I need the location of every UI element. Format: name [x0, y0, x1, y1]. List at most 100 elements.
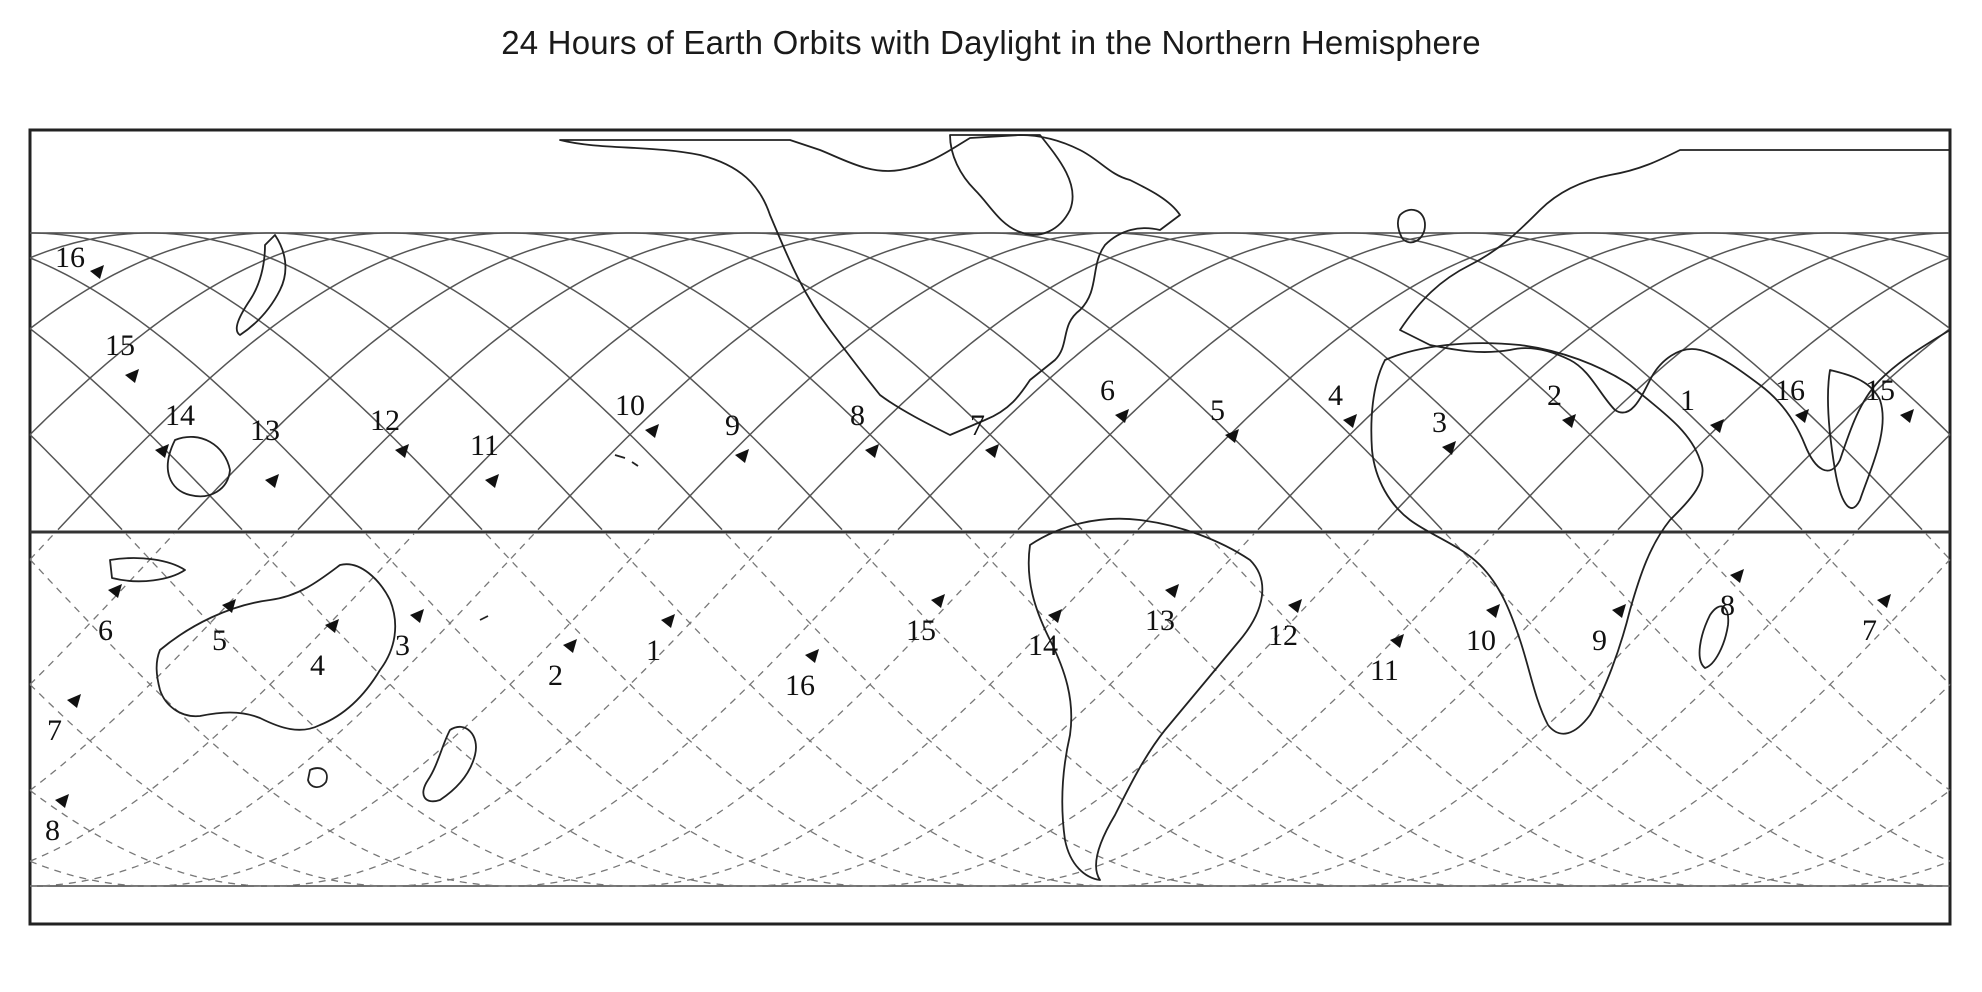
orbit-north-label: 7	[970, 409, 985, 442]
orbit-track-night	[29, 533, 1951, 887]
direction-arrow-icon	[125, 369, 139, 383]
direction-arrow-icon	[865, 444, 879, 458]
orbit-north-label: 16	[1775, 374, 1805, 407]
orbit-track-night	[29, 533, 1951, 887]
direction-arrow-icon	[325, 619, 339, 633]
tasmania-outline	[307, 767, 328, 788]
orbit-south-label: 8	[45, 814, 60, 847]
orbit-north-label: 2	[1547, 379, 1562, 412]
orbit-south-label: 1	[646, 634, 661, 667]
orbit-track-day	[177, 232, 1083, 531]
orbit-south-label: 10	[1466, 624, 1496, 657]
direction-arrow-icon	[1442, 441, 1456, 455]
map-frame	[28, 128, 1952, 926]
orbit-north-label: 12	[370, 404, 400, 437]
orbit-south-label: 8	[1720, 589, 1735, 622]
orbit-south-label: 9	[1592, 624, 1607, 657]
orbit-track-night	[29, 533, 1951, 887]
orbit-north-label: 9	[725, 409, 740, 442]
orbit-labels-south: 6 5 4 3 2 1 16 15 14 13 12 11 10 9 8 7 7 8	[45, 569, 1891, 847]
orbit-track-night	[845, 533, 1855, 887]
orbit-track-day	[417, 232, 1323, 531]
direction-arrow-icon	[1900, 409, 1914, 423]
orbit-track-night	[30, 533, 1950, 887]
direction-arrow-icon	[1390, 634, 1404, 648]
orbit-track-day	[297, 232, 1203, 531]
direction-arrow-icon	[1115, 409, 1129, 423]
orbit-north-label: 11	[470, 429, 499, 462]
direction-arrow-icon	[1562, 414, 1576, 428]
direction-arrow-icon	[155, 444, 169, 458]
direction-arrow-icon	[265, 474, 279, 488]
orbit-track-day	[30, 232, 1950, 531]
orbit-track-day	[57, 232, 963, 531]
direction-arrow-icon	[1225, 429, 1239, 443]
direction-arrow-icon	[563, 639, 577, 653]
map-title: 24 Hours of Earth Orbits with Daylight i…	[501, 24, 1481, 61]
orbit-south-label: 4	[310, 649, 325, 682]
orbit-south-label: 3	[395, 629, 410, 662]
orbit-south-label: 14	[1028, 629, 1058, 662]
eurasia-outline	[1399, 149, 1951, 472]
british-isles-outline	[1396, 208, 1426, 244]
orbit-track-night	[245, 533, 1255, 887]
southeast-asia-islands	[109, 435, 231, 583]
orbit-track-day	[777, 232, 1683, 531]
orbit-track-day	[29, 232, 1951, 531]
orbit-track-day	[657, 232, 1563, 531]
orbit-north-label: 10	[615, 389, 645, 422]
direction-arrow-icon	[931, 594, 945, 608]
orbit-north-label: 1	[1680, 384, 1695, 417]
orbit-track-night	[365, 533, 1375, 887]
orbit-track-day	[29, 232, 1951, 531]
direction-arrow-icon	[661, 614, 675, 628]
orbit-labels-north: 16 15 14 13 12 11 10 9 8 7 6 5 4 3 2 1 16 15	[55, 241, 1914, 488]
orbit-south-label: 5	[212, 624, 227, 657]
orbit-south-label: 11	[1370, 654, 1399, 687]
direction-arrow-icon	[1048, 609, 1062, 623]
orbit-track-night	[29, 533, 1951, 887]
orbit-track-day	[1017, 232, 1923, 531]
orbit-track-day	[29, 232, 1951, 531]
orbit-track-night	[125, 533, 1135, 887]
direction-arrow-icon	[410, 609, 424, 623]
orbit-track-night	[29, 533, 1951, 887]
direction-arrow-icon	[90, 265, 104, 279]
orbit-track-night	[29, 533, 1951, 887]
japan-outline	[235, 234, 287, 336]
direction-arrow-icon	[1710, 419, 1724, 433]
north-america-outline	[559, 134, 1181, 436]
orbit-track-night	[29, 533, 1951, 887]
orbit-track-day	[29, 232, 1951, 531]
orbit-track-night	[605, 533, 1615, 887]
direction-arrow-icon	[1288, 599, 1302, 613]
direction-arrow-icon	[55, 794, 69, 808]
orbit-south-label: 2	[548, 659, 563, 692]
orbit-track-day	[537, 232, 1443, 531]
orbit-south-label: 6	[98, 614, 113, 647]
orbit-north-label: 5	[1210, 394, 1225, 427]
australia-outline	[155, 563, 397, 731]
direction-arrow-icon	[1165, 584, 1179, 598]
direction-arrow-icon	[485, 474, 499, 488]
africa-outline	[1370, 342, 1704, 735]
orbit-track-day	[897, 232, 1803, 531]
direction-arrow-icon	[1486, 604, 1500, 618]
orbit-south-label: 7	[47, 714, 62, 747]
new-zealand-outline	[422, 725, 477, 803]
orbit-north-label: 3	[1432, 406, 1447, 439]
direction-arrow-icon	[1343, 414, 1357, 428]
orbit-tracks	[29, 232, 1951, 887]
direction-arrow-icon	[108, 584, 122, 598]
direction-arrow-icon	[1730, 569, 1744, 583]
orbit-south-label: 15	[906, 614, 936, 647]
direction-arrow-icon	[1795, 409, 1809, 423]
orbit-north-label: 15	[105, 329, 135, 362]
direction-arrow-icon	[1612, 604, 1626, 618]
orbit-north-label: 6	[1100, 374, 1115, 407]
direction-arrow-icon	[222, 599, 236, 613]
orbit-south-label: 12	[1268, 619, 1298, 652]
orbit-south-label: 13	[1145, 604, 1175, 637]
india-outline	[1827, 369, 1884, 509]
